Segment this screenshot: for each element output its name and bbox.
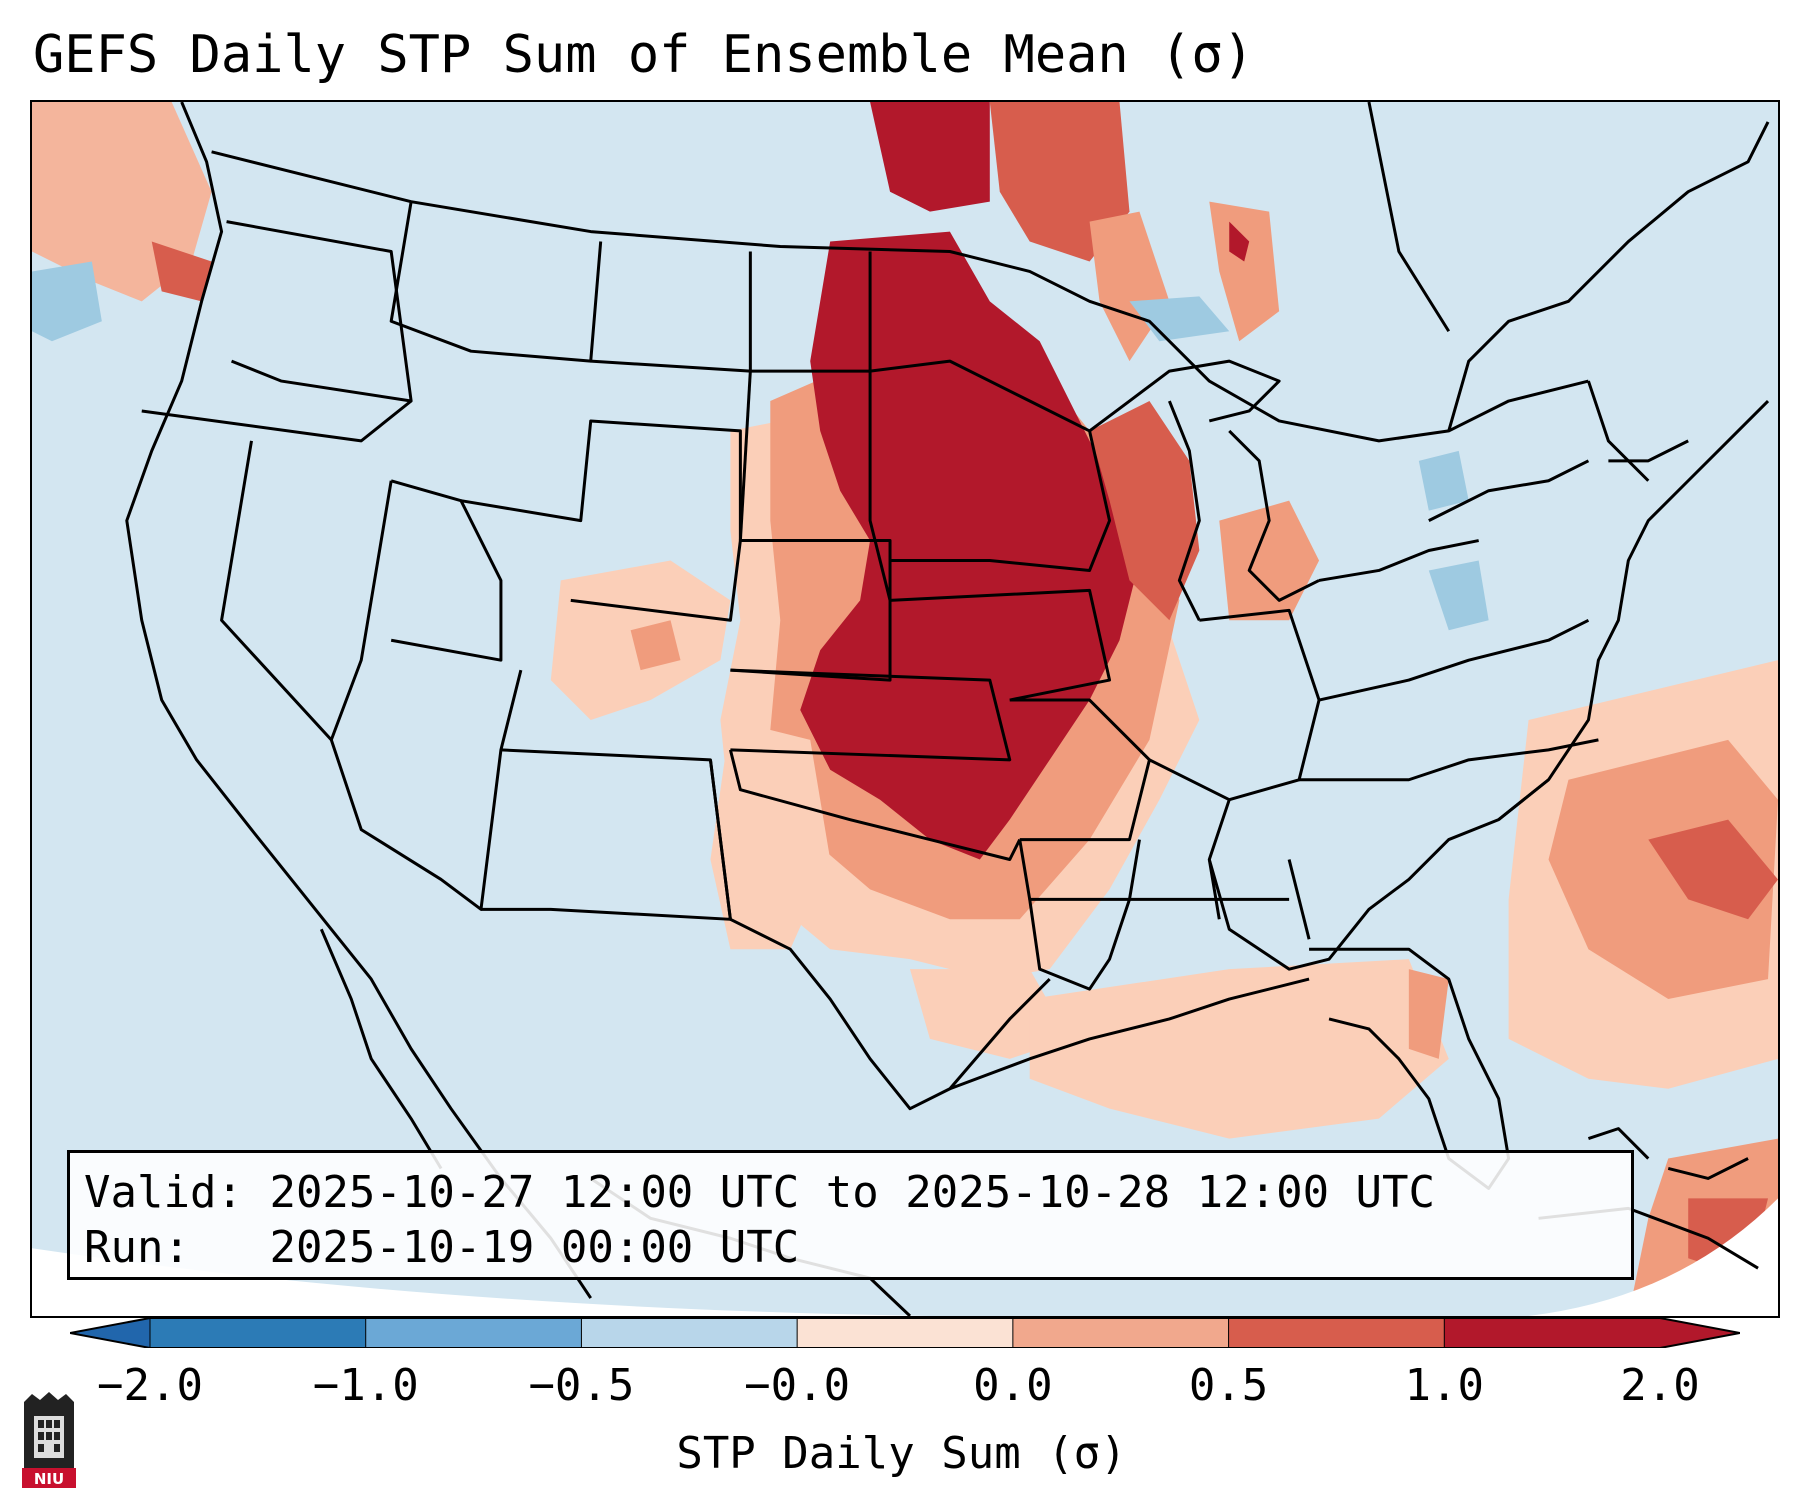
colorbar-tick-label: 0.0: [973, 1360, 1053, 1411]
colorbar-extend-low: [70, 1318, 150, 1348]
colorbar-extend-high: [1660, 1318, 1740, 1348]
stp-anomaly-shading: [32, 102, 1778, 1316]
colorbar-segment: [365, 1318, 582, 1348]
map-canvas: [32, 102, 1778, 1316]
projection-edge: [32, 1248, 930, 1316]
colorbar-tick-label: 2.0: [1620, 1360, 1700, 1411]
colorbar-tick-label: 1.0: [1404, 1360, 1485, 1411]
colorbar-tick-label: −2.0: [97, 1360, 203, 1411]
colorbar-label: STP Daily Sum (σ): [676, 1428, 1127, 1479]
page-title: GEFS Daily STP Sum of Ensemble Mean (σ): [33, 25, 1254, 85]
colorbar-segment: [1012, 1318, 1230, 1348]
logo-text: NIU: [34, 1470, 64, 1488]
colorbar-tick-label: −0.5: [528, 1360, 635, 1411]
colorbar-tick-label: 0.5: [1188, 1360, 1269, 1411]
valid-run-info-box: Valid: 2025-10-27 12:00 UTC to 2025-10-2…: [67, 1150, 1634, 1280]
niu-logo: NIU: [22, 1392, 76, 1488]
colorbar-tick-label: −1.0: [312, 1360, 419, 1411]
colorbar-segment: [1444, 1318, 1661, 1348]
projection-edge-right: [1528, 1198, 1778, 1316]
map-panel: [30, 100, 1780, 1318]
colorbar-ticks: −2.0 −1.0 −0.5 −0.0 0.0 0.5 1.0 2.0: [0, 1360, 1803, 1420]
colorbar-tick-label: −0.0: [744, 1360, 851, 1411]
colorbar: [70, 1318, 1740, 1348]
run-value: 2025-10-19 00:00 UTC: [269, 1222, 800, 1273]
colorbar-segment: [1228, 1318, 1445, 1348]
valid-value: 2025-10-27 12:00 UTC to 2025-10-28 12:00…: [269, 1167, 1436, 1218]
run-label: Run:: [84, 1222, 190, 1273]
colorbar-segment: [797, 1318, 1014, 1348]
colorbar-segments: [149, 1318, 1661, 1348]
colorbar-segment: [150, 1318, 367, 1348]
colorbar-segment: [581, 1318, 798, 1348]
valid-label: Valid:: [84, 1167, 243, 1218]
